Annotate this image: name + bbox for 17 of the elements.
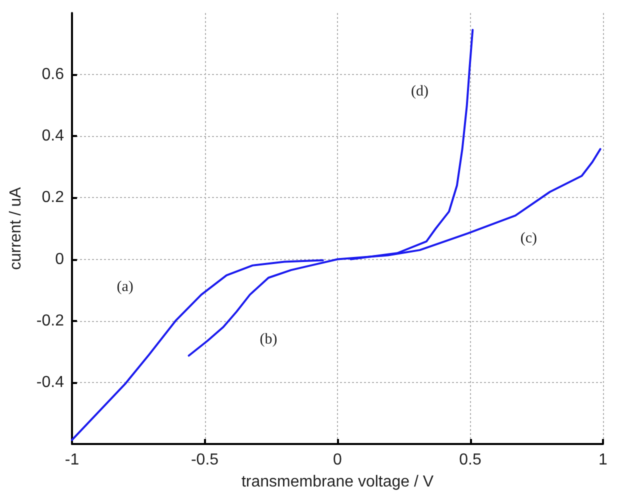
- annotation: (d): [411, 84, 429, 100]
- x-tick-label: 0.5: [459, 452, 482, 468]
- y-tick-label: -0.4: [36, 374, 64, 391]
- annotation: (a): [116, 278, 134, 295]
- x-tick-label: -1: [64, 452, 80, 468]
- y-tick-label: -0.2: [36, 312, 64, 330]
- annotation: (c): [520, 230, 537, 246]
- annotation: (b): [260, 331, 278, 348]
- x-axis-title: transmembrane voltage / V: [241, 474, 434, 490]
- y-tick-label: 0: [55, 250, 64, 268]
- y-tick-label: 0.4: [42, 128, 64, 145]
- x-tick-label: 1: [598, 452, 608, 468]
- x-tick-label: -0.5: [190, 452, 219, 468]
- y-axis-title: current / uA: [8, 186, 24, 270]
- x-tick-label: 0: [333, 452, 342, 468]
- y-tick-label: 0.6: [42, 66, 64, 84]
- y-tick-label: 0.2: [42, 189, 64, 206]
